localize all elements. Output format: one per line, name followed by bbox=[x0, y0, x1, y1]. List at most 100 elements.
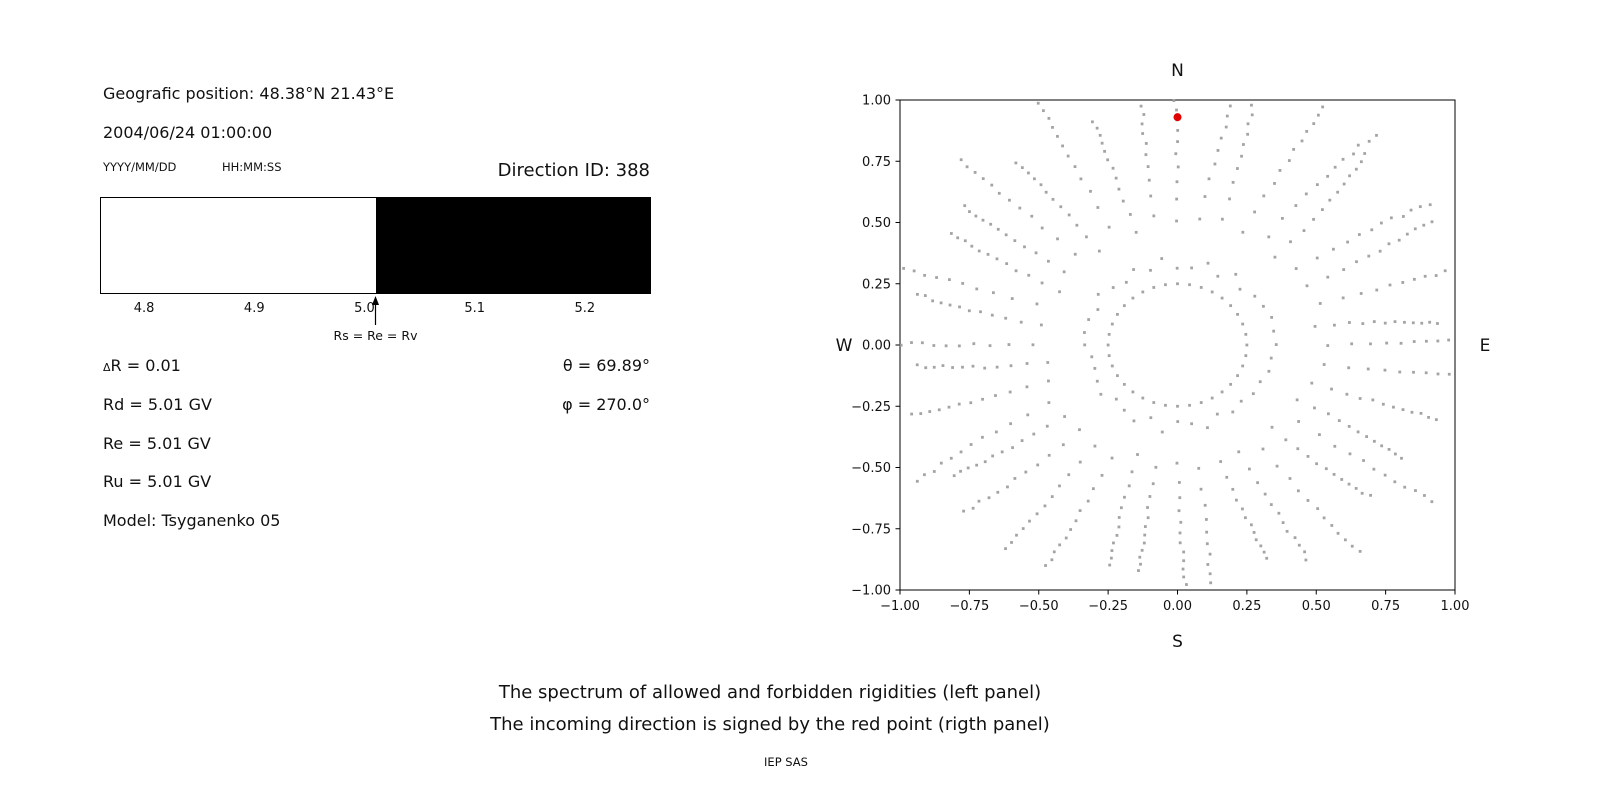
scatter-dot bbox=[1249, 523, 1253, 527]
scatter-dot bbox=[920, 341, 924, 345]
scatter-dot bbox=[1131, 296, 1135, 300]
scatter-dot bbox=[1354, 486, 1358, 490]
scatter-dot bbox=[1036, 101, 1040, 105]
scatter-dot bbox=[1128, 213, 1132, 216]
scatter-dot bbox=[1075, 223, 1079, 227]
scatter-dot bbox=[1410, 410, 1414, 414]
scatter-dot bbox=[952, 474, 956, 478]
scatter-dot bbox=[1315, 183, 1319, 187]
scatter-dot bbox=[1078, 509, 1082, 513]
scatter-dot bbox=[1051, 126, 1054, 129]
scatter-dot bbox=[1206, 426, 1209, 430]
scatter-dot bbox=[1231, 487, 1235, 491]
scatter-dot bbox=[1355, 260, 1358, 264]
scatter-dot bbox=[1039, 183, 1043, 187]
scatter-dot bbox=[1253, 294, 1257, 298]
spectrum-forbidden-region bbox=[375, 198, 650, 293]
scatter-dot bbox=[937, 408, 941, 412]
y-tick-label: −0.75 bbox=[851, 522, 891, 537]
scatter-dot bbox=[1160, 257, 1164, 260]
scatter-dot bbox=[1096, 292, 1100, 296]
scatter-dot bbox=[1175, 108, 1178, 112]
scatter-dot bbox=[1397, 238, 1401, 242]
scatter-dot bbox=[1434, 418, 1438, 422]
scatter-dot bbox=[1052, 550, 1056, 554]
scatter-dot bbox=[1346, 240, 1350, 244]
y-tick-label: −1.00 bbox=[851, 584, 891, 599]
scatter-dot bbox=[1034, 251, 1038, 255]
scatter-dot bbox=[991, 291, 995, 295]
scatter-dot bbox=[1284, 438, 1288, 442]
scatter-dot bbox=[1251, 392, 1255, 396]
scatter-dot bbox=[1350, 544, 1354, 548]
scatter-dot bbox=[1026, 413, 1030, 417]
scatter-dot bbox=[974, 214, 978, 218]
scatter-dot bbox=[1267, 235, 1271, 239]
scatter-dot bbox=[958, 305, 961, 309]
scatter-dot bbox=[1093, 366, 1097, 370]
scatter-dot bbox=[1418, 205, 1422, 209]
spectrum-tick-label: 5.2 bbox=[574, 301, 596, 316]
scatter-dot bbox=[1392, 405, 1395, 409]
scatter-dot bbox=[1198, 217, 1202, 221]
scatter-dot bbox=[1281, 521, 1285, 524]
scatter-dot bbox=[1348, 321, 1351, 324]
scatter-dot bbox=[1042, 109, 1045, 113]
scatter-dot bbox=[1420, 321, 1424, 325]
scatter-dot bbox=[983, 460, 987, 464]
scatter-dot bbox=[1110, 456, 1114, 460]
scatter-dot bbox=[981, 218, 985, 222]
x-tick-label: 0.25 bbox=[1232, 599, 1261, 614]
scatter-dot bbox=[1023, 245, 1026, 249]
cutoff-arrow-label: Rs = Re = Rv bbox=[333, 328, 418, 343]
scatter-dot bbox=[1239, 399, 1243, 403]
scatter-dot bbox=[1122, 408, 1126, 412]
scatter-dot bbox=[1061, 144, 1064, 148]
scatter-dot bbox=[1056, 237, 1059, 241]
theta-label: θ = 69.89° bbox=[562, 356, 650, 375]
scatter-dot bbox=[1399, 341, 1403, 345]
scatter-dot bbox=[1367, 254, 1371, 258]
scatter-dot bbox=[1176, 129, 1180, 132]
scatter-dot bbox=[1401, 281, 1405, 284]
scatter-dot bbox=[1322, 363, 1326, 366]
scatter-dot bbox=[1258, 380, 1262, 384]
scatter-dot bbox=[1047, 401, 1051, 404]
scatter-dot bbox=[971, 364, 975, 368]
scatter-dot bbox=[1337, 419, 1341, 422]
scatter-dot bbox=[961, 365, 964, 369]
scatter-dot bbox=[1205, 530, 1209, 534]
scatter-dot bbox=[1036, 463, 1040, 467]
date-format-label: YYYY/MM/DD bbox=[103, 160, 177, 174]
scatter-dot bbox=[1234, 272, 1238, 276]
scatter-dot bbox=[1141, 132, 1145, 135]
scatter-dot bbox=[1127, 484, 1131, 488]
scatter-dot bbox=[1138, 555, 1142, 559]
scatter-dot bbox=[928, 410, 932, 413]
scatter-dot bbox=[1062, 270, 1066, 274]
scatter-dot bbox=[1423, 494, 1426, 497]
scatter-dot bbox=[1398, 370, 1402, 374]
scatter-dot bbox=[1250, 103, 1253, 107]
model-label: Model: Tsyganenko 05 bbox=[103, 511, 281, 530]
scatter-dot bbox=[994, 394, 997, 397]
scatter-dot bbox=[1352, 152, 1355, 156]
scatter-dot bbox=[1372, 467, 1376, 471]
scatter-dot bbox=[1401, 215, 1405, 218]
scatter-dot bbox=[959, 469, 962, 473]
scatter-dot bbox=[1013, 239, 1017, 243]
scatter-dot bbox=[1024, 470, 1028, 474]
scatter-dot bbox=[1372, 439, 1376, 443]
scatter-dot bbox=[973, 171, 977, 174]
scatter-dot bbox=[1413, 227, 1417, 231]
scatter-dot bbox=[1067, 473, 1071, 477]
scatter-dot bbox=[981, 435, 984, 439]
scatter-dot bbox=[1164, 283, 1167, 287]
scatter-dot bbox=[1240, 154, 1243, 158]
scatter-dot bbox=[1095, 379, 1099, 383]
x-tick-label: −0.50 bbox=[1019, 599, 1059, 614]
scatter-dot bbox=[1103, 149, 1106, 153]
scatter-dot bbox=[989, 222, 993, 226]
scatter-dot bbox=[1403, 485, 1407, 489]
scatter-dot bbox=[1228, 104, 1232, 108]
